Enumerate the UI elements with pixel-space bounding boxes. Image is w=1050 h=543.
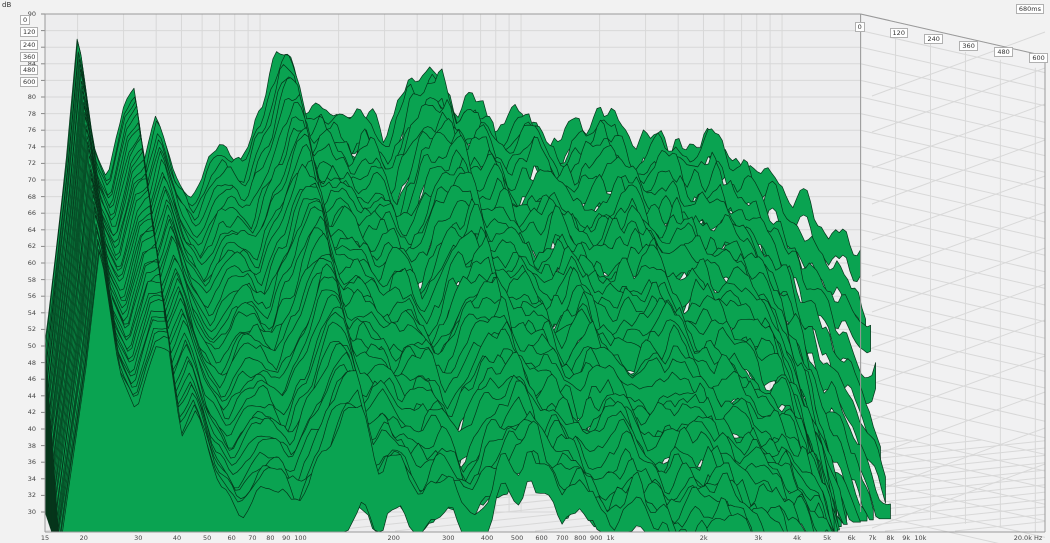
db-tick-label: 84: [2, 60, 36, 68]
freq-tick-label: 20: [79, 534, 88, 542]
db-tick-label: 48: [27, 358, 36, 367]
freq-tick-label: 30: [134, 534, 143, 542]
freq-tick-label: 900: [590, 534, 603, 542]
freq-tick-label: 90: [282, 534, 291, 542]
db-tick-label: 78: [27, 109, 36, 118]
freq-tick-label: 400: [480, 534, 494, 542]
time-tick-label: 480: [994, 46, 1013, 57]
time-tick-label: 360: [959, 40, 978, 51]
db-tick-label: 52: [27, 325, 36, 334]
time-slice-legend-item: 480: [20, 64, 39, 75]
freq-tick-label: 50: [202, 534, 212, 542]
time-tick-label: 120: [889, 28, 908, 39]
freq-tick-label: 10k: [914, 534, 927, 542]
db-tick-label: 38: [27, 441, 36, 450]
db-tick-label: 60: [27, 259, 36, 267]
freq-tick-label: 800: [574, 534, 587, 542]
db-tick-label: 68: [27, 192, 36, 201]
time-tick-label: 0: [854, 22, 865, 32]
db-tick-label: 70: [27, 176, 36, 184]
freq-tick-label: 100: [294, 534, 307, 542]
time-slice-legend-item: 0: [20, 15, 31, 25]
time-tick-label: 600: [1029, 52, 1048, 63]
freq-tick-label: 6k: [847, 534, 856, 542]
freq-tick-label: 2k: [699, 534, 708, 542]
freq-tick-label: 600: [535, 534, 548, 542]
db-tick-label: 64: [27, 225, 36, 234]
db-tick-label: 42: [27, 408, 36, 417]
freq-tick-label: 70: [248, 534, 257, 542]
db-tick-label: 76: [27, 126, 36, 135]
db-tick-label: 72: [27, 159, 36, 168]
db-tick-label: 34: [27, 474, 36, 483]
db-tick-label: 58: [27, 275, 36, 284]
db-tick-label: 56: [27, 292, 36, 301]
db-tick-label: 90: [27, 10, 36, 18]
db-tick-label: 74: [27, 142, 36, 151]
time-slice-legend-item: 360: [20, 52, 39, 63]
freq-tick-label: 7k: [868, 534, 877, 542]
freq-tick-label: 40: [172, 534, 182, 542]
freq-tick-label: 5k: [823, 534, 832, 542]
db-tick-label: 54: [27, 308, 36, 317]
freq-tick-label: 200: [387, 534, 400, 542]
freq-tick-label: 9k: [902, 534, 911, 542]
freq-tick-label: 3k: [754, 534, 763, 542]
freq-tick-label: 500: [510, 534, 524, 542]
freq-tick-label: 1k: [606, 534, 615, 542]
db-tick-label: 30: [27, 508, 36, 516]
db-tick-label: 36: [27, 458, 36, 467]
db-tick-label: 46: [27, 375, 36, 384]
freq-tick-label: 700: [556, 534, 569, 542]
db-tick-label: 32: [27, 491, 36, 500]
freq-tick-label: 300: [442, 534, 455, 542]
freq-tick-label: 80: [266, 534, 275, 542]
db-tick-label: 62: [27, 242, 36, 251]
db-axis-title: dB: [2, 1, 12, 9]
db-tick-label: 50: [27, 342, 36, 350]
time-slice-legend-item: 600: [20, 77, 39, 87]
freq-tick-label: 8k: [886, 534, 895, 542]
db-tick-label: 44: [27, 391, 36, 400]
freq-tick-label: 4k: [793, 534, 801, 542]
time-slice-legend-item: 240: [20, 39, 39, 50]
db-tick-label: 80: [27, 93, 36, 101]
time-window-badge: 680ms: [1015, 4, 1044, 14]
time-tick-label: 240: [924, 34, 943, 45]
freq-tick-label: 20.0k Hz: [1013, 534, 1043, 542]
time-slice-legend-item: 120: [20, 27, 39, 38]
db-tick-label: 66: [27, 209, 36, 218]
freq-tick-label: 60: [227, 534, 236, 542]
freq-tick-label: 15: [40, 534, 50, 542]
db-tick-label: 40: [27, 425, 36, 433]
